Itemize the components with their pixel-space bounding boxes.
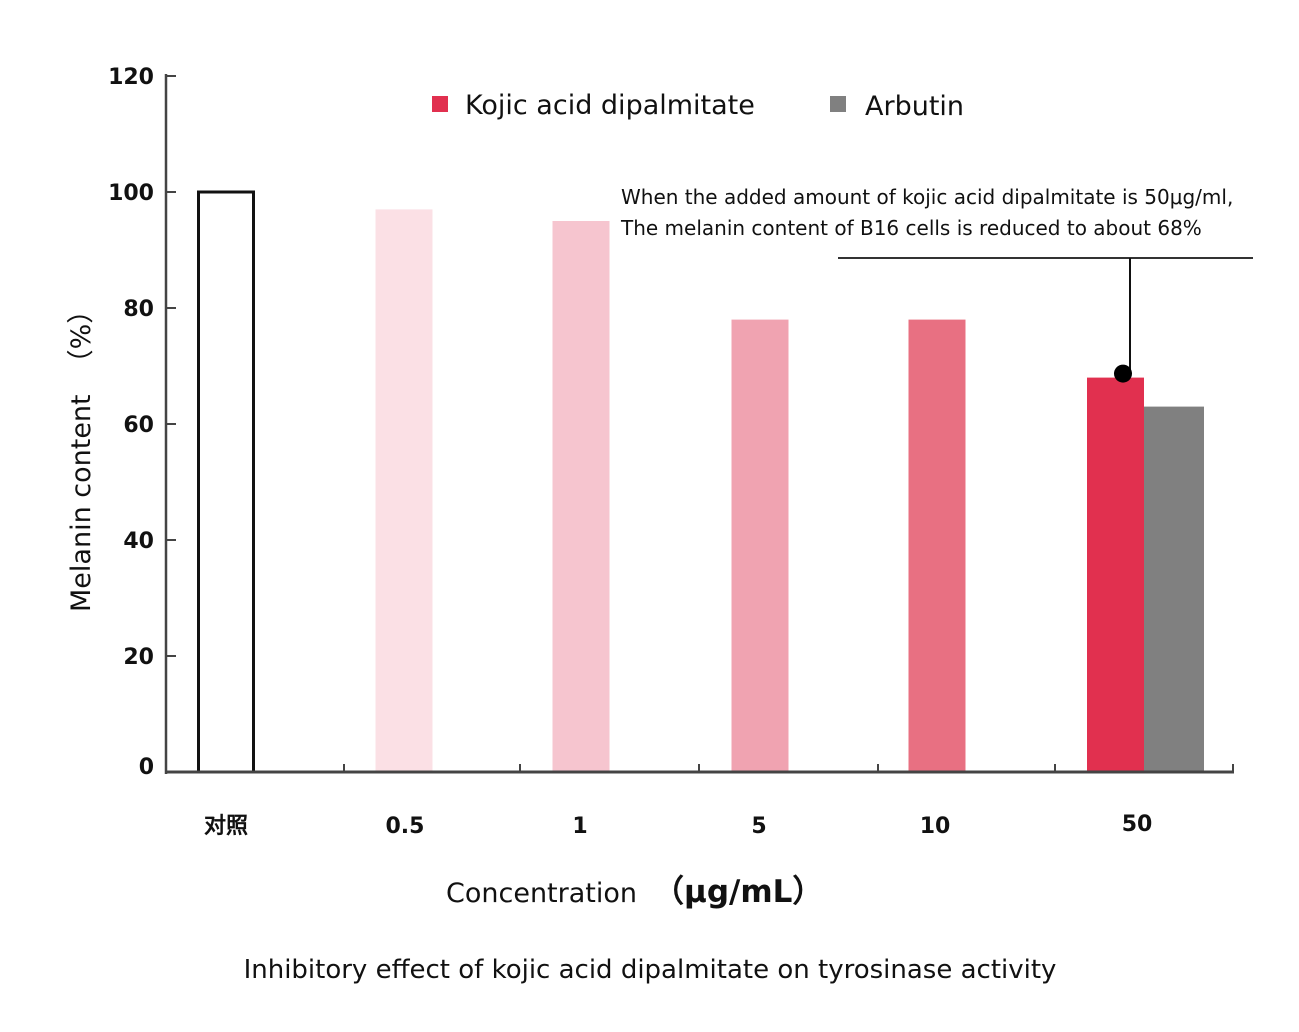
bar-kojic-5 [731,319,789,772]
bars-layer [197,190,1204,774]
y-ticks: 0 20 40 60 80 100 120 [108,65,176,780]
bar-kojic-1 [552,221,610,772]
bar-kojic-对照 [197,190,255,774]
legend: Kojic acid dipalmitate Arbutin [432,90,964,122]
y-tick-label: 20 [123,645,154,670]
bar-kojic-0.5 [375,209,433,772]
figure-caption: Inhibitory effect of kojic acid dipalmit… [244,955,1057,985]
bar-kojic-50 [1087,377,1144,772]
y-tick-label: 40 [123,529,154,554]
bar-arbutin-50 [1144,406,1204,772]
annotation-marker-dot [1114,364,1132,383]
y-tick-label: 100 [108,181,154,206]
y-tick-label: 80 [123,297,154,322]
x-tick-label: 0.5 [386,814,425,839]
y-axis-label-unit: （%） [66,297,97,377]
legend-label-arbutin: Arbutin [865,91,964,122]
axes-layer [164,74,1234,774]
annotation-line-1: When the added amount of kojic acid dipa… [621,185,1233,209]
y-tick-label: 0 [139,755,154,780]
y-axis-label: Melanin content （%） [66,297,97,612]
legend-swatch-kojic [432,96,448,112]
y-tick-label: 120 [108,65,154,90]
x-ticks: 对照 0.5 1 5 10 50 [204,764,1234,839]
y-tick-label: 60 [123,413,154,438]
annotation-line-2: The melanin content of B16 cells is redu… [620,216,1202,240]
x-tick-label: 1 [572,814,587,839]
legend-label-kojic: Kojic acid dipalmitate [465,90,755,121]
legend-swatch-arbutin [830,96,846,112]
x-axis-label: Concentration （μg/mL） [446,874,823,910]
x-tick-label: 10 [920,814,951,839]
x-tick-label: 对照 [204,814,248,839]
x-axis-label-main: Concentration [446,878,637,909]
y-axis-label-main: Melanin content [66,394,97,612]
bar-kojic-10 [908,319,966,772]
x-tick-label: 5 [751,814,766,839]
annotation: When the added amount of kojic acid dipa… [620,185,1253,383]
x-axis-label-unit: （μg/mL） [653,874,823,910]
x-tick-label: 50 [1122,812,1153,837]
